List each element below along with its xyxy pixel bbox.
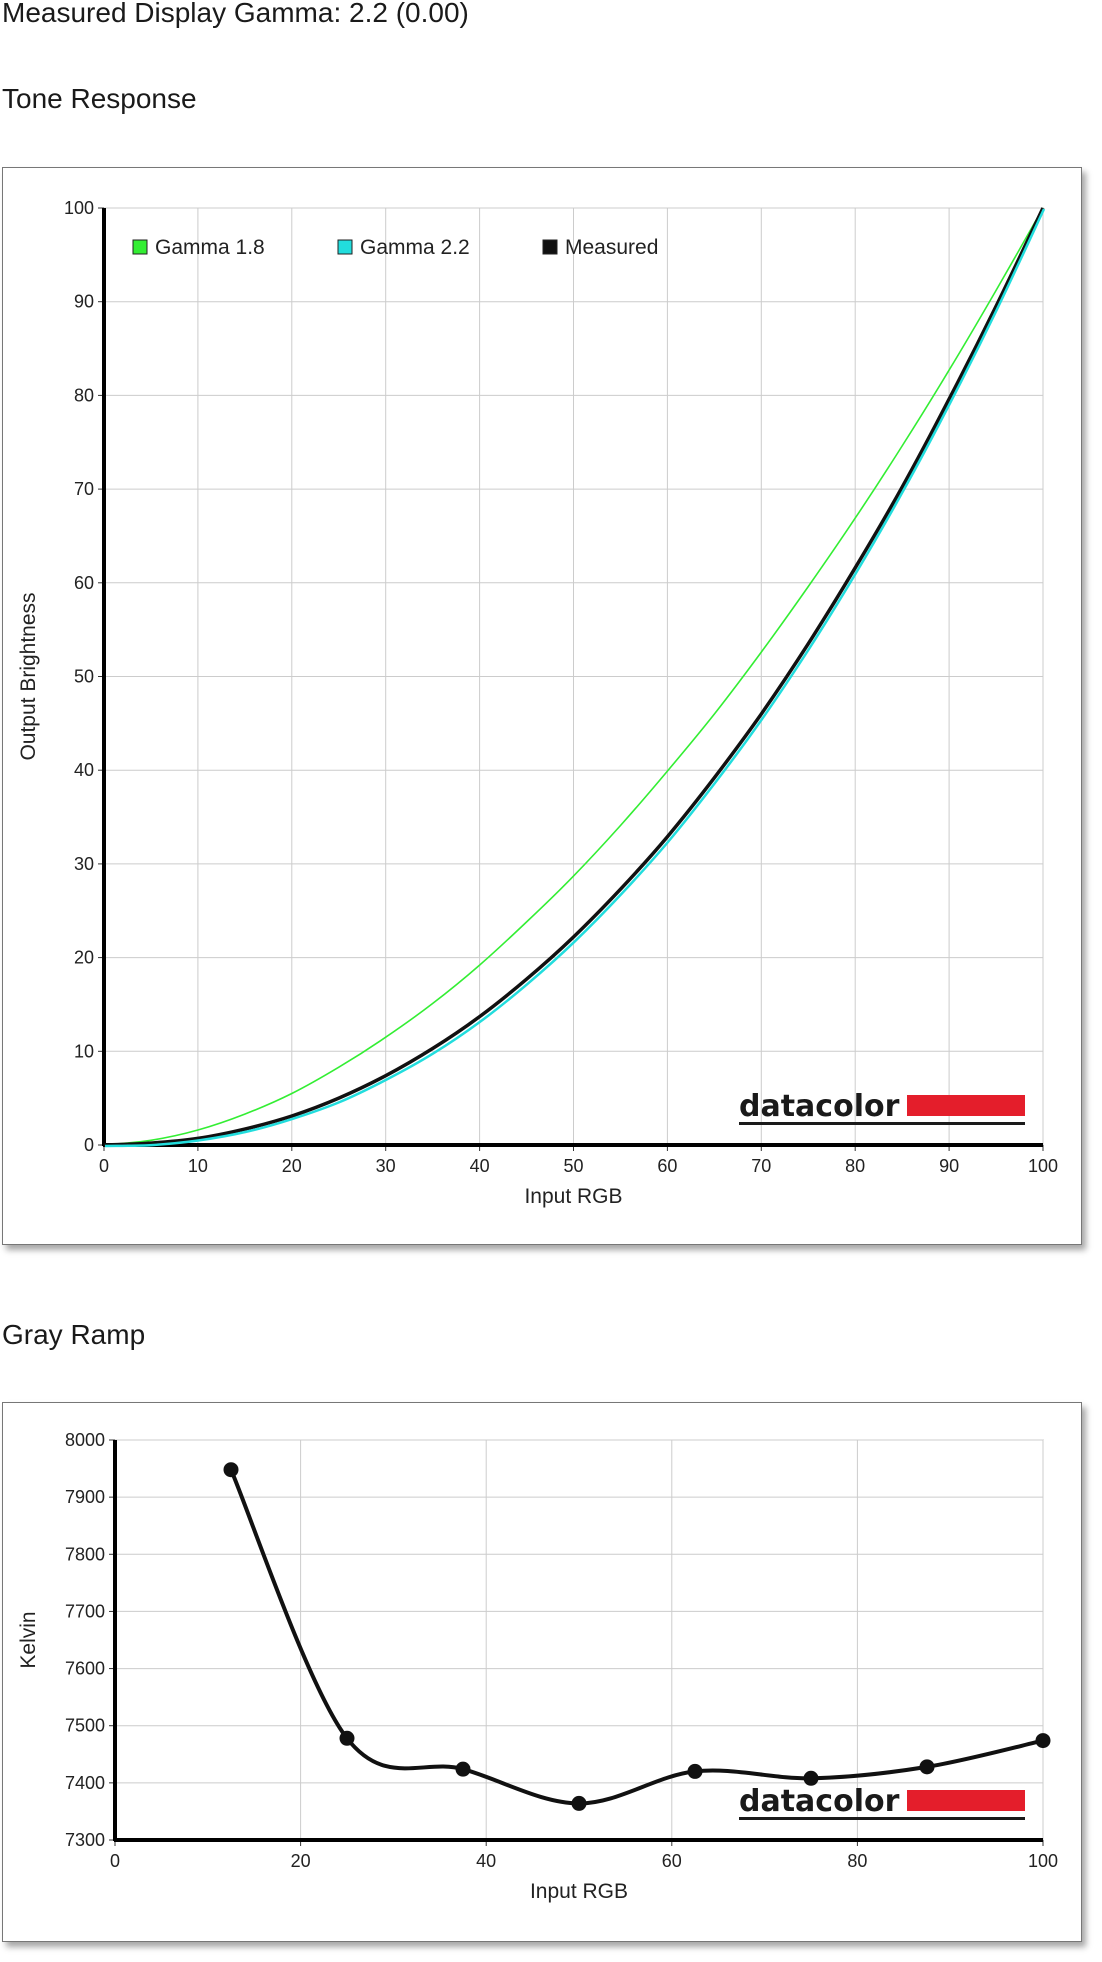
datacolor-logo-bar <box>907 1790 1025 1811</box>
x-tick-label: 0 <box>99 1156 109 1176</box>
plot-area <box>114 1439 1044 1841</box>
kelvin-point <box>919 1759 935 1775</box>
x-tick-label: 70 <box>751 1156 771 1176</box>
gray-ramp-chart-panel: 0 20 40 60 80 100 7300 7400 7500 7600 7700 7800 7900… <box>2 1402 1082 1942</box>
x-tick-label: 40 <box>470 1156 490 1176</box>
datacolor-logo-underline <box>739 1817 1025 1820</box>
y-tick-label: 40 <box>74 760 94 780</box>
x-tick-label: 80 <box>845 1156 865 1176</box>
y-tick-label: 70 <box>74 479 94 499</box>
tone-response-chart: 0 10 20 30 40 50 60 70 80 90 100 0 10 20 30 40 50 60 70 80 9… <box>17 198 1058 1208</box>
measured-line <box>103 207 1045 1147</box>
y-tick-label: 50 <box>74 667 94 687</box>
y-axis-label: Kelvin <box>17 1611 40 1668</box>
x-tick-label: 40 <box>476 1851 496 1871</box>
y-tick-label: 7500 <box>65 1716 105 1736</box>
datacolor-logo-underline <box>739 1122 1025 1125</box>
y-tick-label: 7300 <box>65 1830 105 1850</box>
y-tick-label: 7400 <box>65 1773 105 1793</box>
x-tick-label: 60 <box>662 1851 682 1871</box>
y-tick-label: 7800 <box>65 1544 105 1564</box>
y-tick-label: 0 <box>84 1135 94 1155</box>
legend-measured-label: Measured <box>565 236 658 259</box>
datacolor-logo-text: datacolor <box>739 1784 900 1819</box>
x-tick-label: 30 <box>376 1156 396 1176</box>
gray-ramp-title: Gray Ramp <box>2 1319 146 1350</box>
y-tick-label: 20 <box>74 948 94 968</box>
x-tick-label: 20 <box>282 1156 302 1176</box>
gamma18-line <box>103 207 1044 1146</box>
kelvin-point <box>803 1770 819 1786</box>
x-axis-label: Input RGB <box>530 1880 628 1903</box>
y-tick-label: 60 <box>74 573 94 593</box>
y-tick-label: 90 <box>74 292 94 312</box>
x-tick-label: 80 <box>847 1851 867 1871</box>
y-tick-label: 80 <box>74 385 94 405</box>
legend-gamma18-swatch <box>132 239 148 255</box>
kelvin-point <box>339 1730 355 1746</box>
tone-response-chart-panel: 0 10 20 30 40 50 60 70 80 90 100 0 10 20 30 40 50 60 70 80 9… <box>2 167 1082 1245</box>
y-tick-label: 7600 <box>65 1659 105 1679</box>
y-tick-label: 7900 <box>65 1487 105 1507</box>
legend-gamma22-label: Gamma 2.2 <box>360 236 470 259</box>
kelvin-point <box>687 1763 703 1779</box>
gray-ramp-chart: 0 20 40 60 80 100 7300 7400 7500 7600 7700 7800 7900… <box>17 1430 1058 1903</box>
datacolor-logo-bar <box>907 1095 1025 1116</box>
tone-response-title: Tone Response <box>2 83 197 114</box>
x-tick-label: 10 <box>188 1156 208 1176</box>
x-tick-label: 100 <box>1028 1851 1058 1871</box>
kelvin-line <box>229 1468 1044 1806</box>
legend-measured-swatch <box>542 239 558 255</box>
measured-gamma-text: Measured Display Gamma: 2.2 (0.00) <box>2 0 469 28</box>
y-tick-label: 30 <box>74 854 94 874</box>
x-tick-label: 100 <box>1028 1156 1058 1176</box>
x-axis-label: Input RGB <box>524 1185 622 1208</box>
gamma22-line <box>104 208 1046 1148</box>
y-axis-label: Output Brightness <box>17 592 40 760</box>
datacolor-logo-text: datacolor <box>739 1089 900 1124</box>
kelvin-point <box>1035 1733 1051 1749</box>
x-tick-label: 20 <box>291 1851 311 1871</box>
legend-gamma22-swatch <box>337 239 353 255</box>
x-tick-label: 0 <box>110 1851 120 1871</box>
x-tick-label: 90 <box>939 1156 959 1176</box>
x-tick-label: 50 <box>563 1156 583 1176</box>
kelvin-point <box>571 1795 587 1811</box>
y-tick-label: 7700 <box>65 1601 105 1621</box>
x-tick-label: 60 <box>657 1156 677 1176</box>
kelvin-point <box>223 1462 239 1478</box>
legend-gamma18-label: Gamma 1.8 <box>155 236 265 259</box>
y-tick-label: 8000 <box>65 1430 105 1450</box>
y-tick-label: 100 <box>64 198 94 218</box>
y-tick-label: 10 <box>74 1041 94 1061</box>
kelvin-point <box>455 1761 471 1777</box>
